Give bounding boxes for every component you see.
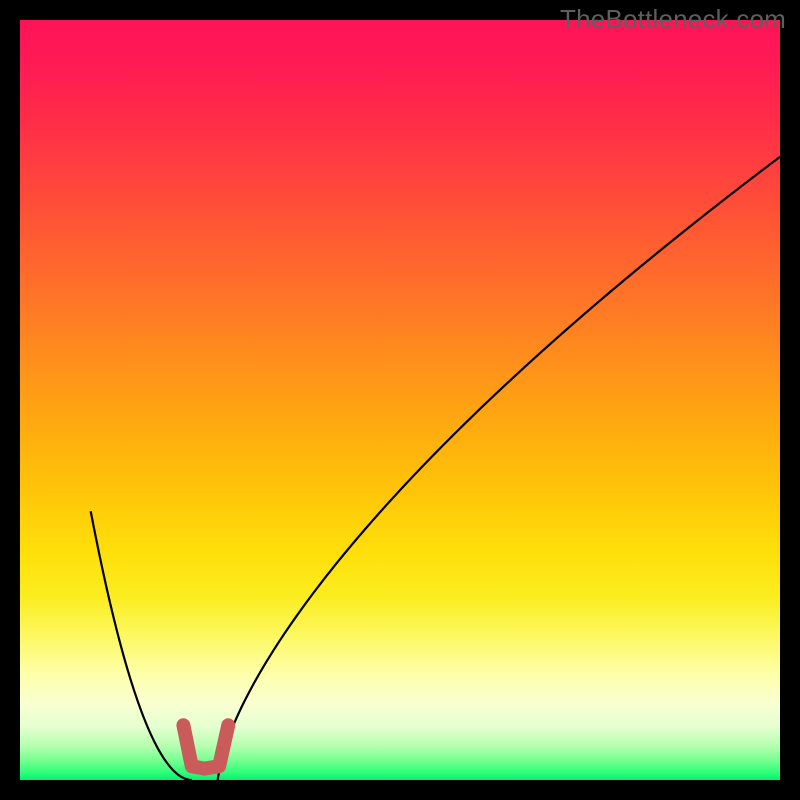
bottleneck-curve-chart: [20, 20, 780, 780]
attribution-watermark: TheBottleneck.com: [560, 4, 786, 35]
chart-frame: TheBottleneck.com: [0, 0, 800, 800]
plot-area: [20, 20, 780, 780]
chart-background: [20, 20, 780, 780]
